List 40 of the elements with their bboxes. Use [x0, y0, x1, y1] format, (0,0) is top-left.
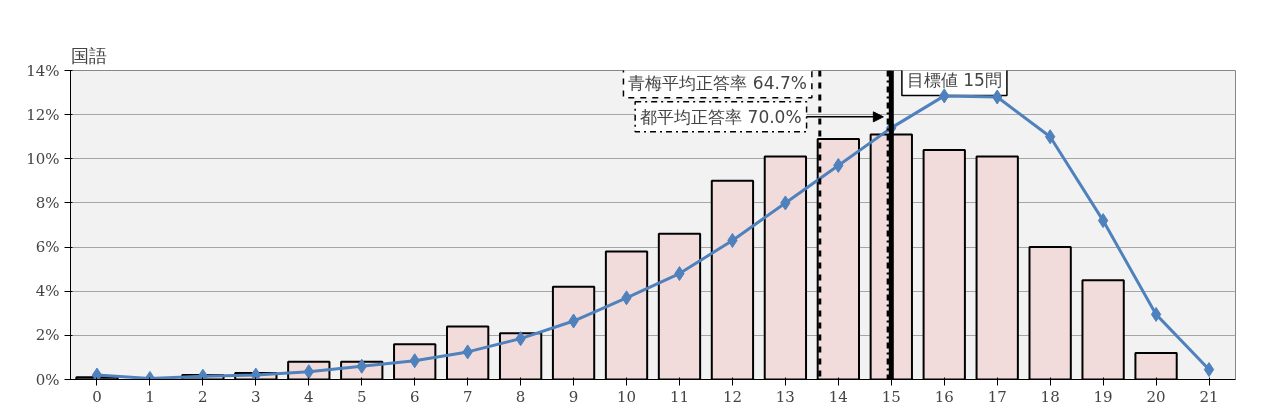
x-tick-label: 19 — [1093, 387, 1113, 406]
x-tick-label: 6 — [409, 387, 420, 406]
x-tick-label: 17 — [987, 387, 1007, 406]
point — [1150, 306, 1162, 322]
x-tick-label: 20 — [1146, 387, 1166, 406]
point — [91, 367, 103, 380]
point — [250, 367, 262, 380]
y-tick-label: 0% — [35, 370, 60, 389]
x-tick-label: 0 — [92, 387, 102, 406]
y-tick-label: 2% — [35, 326, 60, 345]
ref-line-label: 青梅平均正答率 64.7% — [628, 72, 807, 93]
point — [1203, 362, 1215, 378]
y-tick-label: 6% — [35, 238, 60, 257]
x-tick-label: 1 — [145, 387, 155, 406]
y-tick-label: 12% — [26, 105, 60, 124]
point — [1097, 213, 1109, 229]
y-tick-label: 8% — [35, 193, 60, 212]
x-tick-label: 13 — [775, 387, 795, 406]
y-tick-label: 14% — [26, 61, 60, 80]
x-tick-label: 12 — [722, 387, 742, 406]
x-tick-label: 9 — [568, 387, 579, 406]
x-tick-label: 7 — [462, 387, 473, 406]
x-tick-label: 18 — [1040, 387, 1060, 406]
ref-line-label: 目標値 15問 — [906, 70, 1002, 91]
x-tick-label: 14 — [828, 387, 848, 406]
x-tick-label: 11 — [669, 387, 690, 406]
x-tick-label: 10 — [616, 387, 637, 406]
chart-title: 国語 — [70, 44, 107, 66]
x-tick-label: 3 — [251, 387, 261, 406]
x-tick-label: 8 — [515, 387, 526, 406]
ref-line-label: 都平均正答率 70.0% — [640, 106, 802, 127]
x-tick-label: 4 — [304, 387, 314, 406]
x-tick-label: 21 — [1199, 387, 1219, 406]
x-tick-label: 15 — [881, 387, 901, 406]
y-tick-label: 10% — [26, 149, 60, 168]
y-tick-label: 4% — [35, 282, 60, 301]
x-tick-label: 16 — [934, 387, 954, 406]
x-tick-label: 2 — [198, 387, 208, 406]
x-tick-label: 5 — [356, 387, 367, 406]
point — [1044, 129, 1056, 145]
